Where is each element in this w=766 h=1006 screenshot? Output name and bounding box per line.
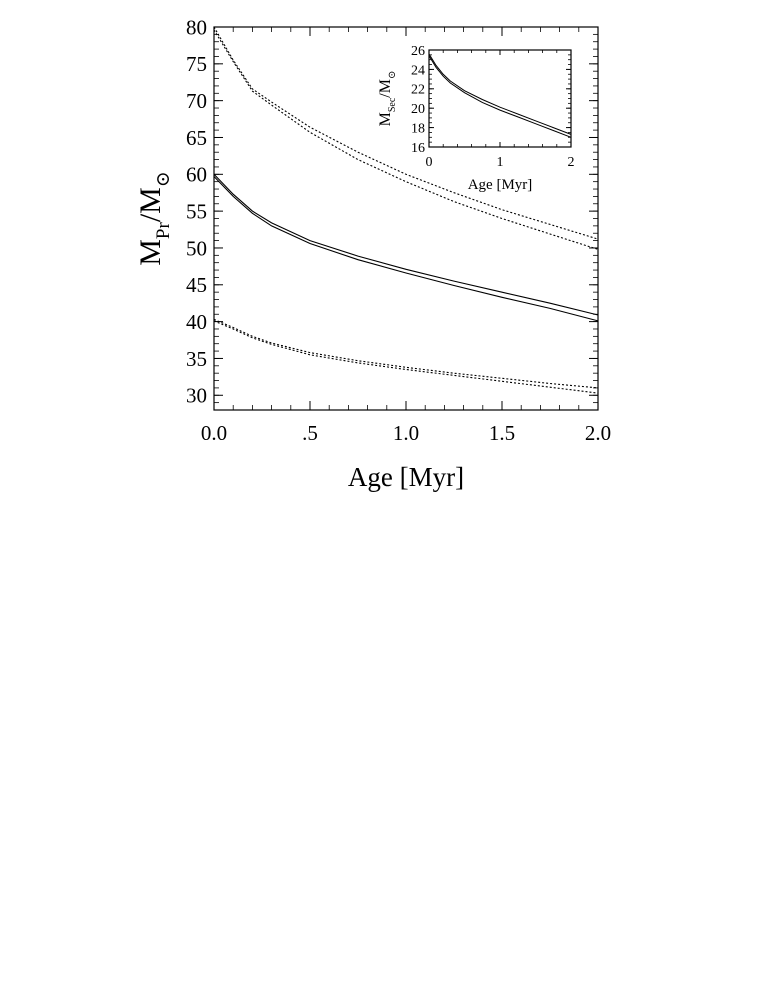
- y-tick-label: 80: [186, 15, 207, 39]
- x-tick-label: 0: [426, 155, 433, 170]
- y-label-unit: /M: [377, 79, 394, 98]
- y-tick-label: 26: [411, 44, 425, 59]
- y-tick-label: 75: [186, 52, 207, 76]
- dotted-series-line: [213, 320, 599, 394]
- y-tick-label: 18: [411, 122, 425, 137]
- y-tick-label: 24: [411, 63, 425, 78]
- y-tick-label: 50: [186, 236, 207, 260]
- solid-series-line: [428, 53, 572, 135]
- y-tick-label: 45: [186, 273, 207, 297]
- y-label-sub: Pr: [153, 222, 174, 240]
- y-label-main: M: [134, 239, 167, 266]
- x-tick-label: .5: [302, 421, 318, 445]
- y-tick-label: 55: [186, 199, 207, 223]
- plot-area: [429, 50, 571, 147]
- solid-series-line: [213, 176, 599, 322]
- x-tick-label: 1.5: [489, 421, 515, 445]
- plot-frame: [428, 49, 572, 148]
- y-label-sub: Sec: [387, 97, 398, 112]
- plot-frame: [213, 26, 599, 411]
- y-tick-label: 35: [186, 347, 207, 371]
- x-axis-label: Age [Myr]: [348, 462, 464, 492]
- y-axis-label: MSec/M⊙: [377, 71, 398, 127]
- x-tick-label: 0.0: [201, 421, 227, 445]
- x-axis-label: Age [Myr]: [468, 177, 533, 193]
- dotted-series-line: [213, 29, 599, 250]
- y-tick-label: 30: [186, 384, 207, 408]
- y-axis-label: MPr/M⊙: [134, 171, 174, 266]
- inset-plot: 0 1 2 16 18 20 22 24 26 Age [Myr] MSec/M⊙: [377, 44, 575, 193]
- y-label-unit-sub: ⊙: [387, 71, 398, 79]
- solid-series-line: [213, 173, 599, 316]
- dotted-series-line: [213, 26, 599, 240]
- y-tick-label: 40: [186, 310, 207, 334]
- y-label-main: M: [377, 112, 394, 126]
- y-tick-label: 22: [411, 83, 425, 98]
- y-tick-label: 70: [186, 89, 207, 113]
- y-label-unit: /M: [134, 187, 167, 222]
- x-tick-label: 1.0: [393, 421, 419, 445]
- y-tick-label: 60: [186, 163, 207, 187]
- y-tick-label: 65: [186, 126, 207, 150]
- solid-series-line: [428, 55, 572, 138]
- x-tick-label: 1: [497, 155, 504, 170]
- y-tick-label: 16: [411, 141, 425, 156]
- x-tick-label: 2.0: [585, 421, 611, 445]
- y-tick-label: 20: [411, 102, 425, 117]
- y-label-unit-sub: ⊙: [153, 171, 174, 187]
- x-tick-label: 2: [568, 155, 575, 170]
